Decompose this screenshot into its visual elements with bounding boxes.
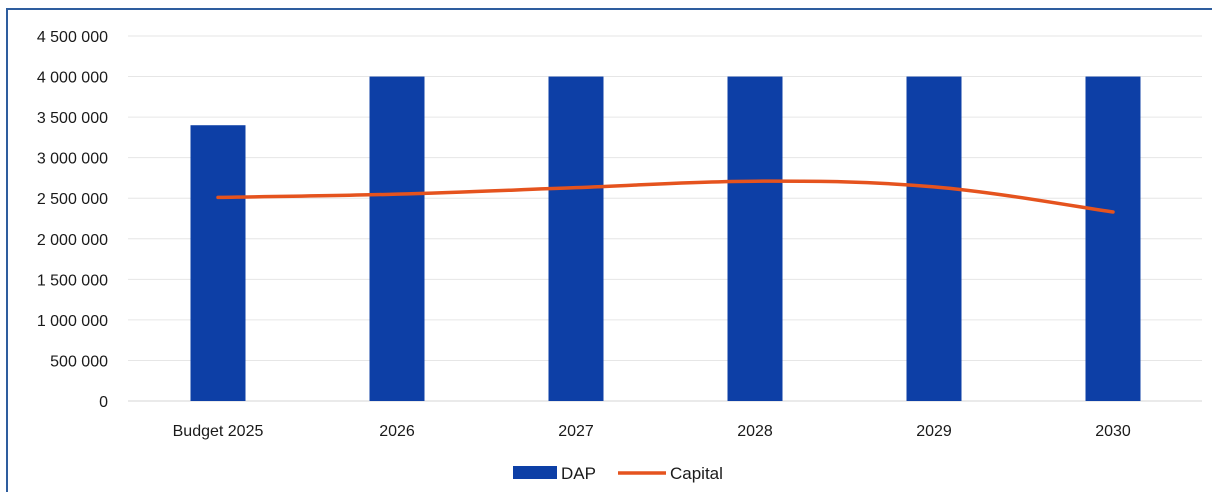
point-capital-3 (753, 179, 757, 183)
y-tick-label: 2 000 000 (37, 232, 108, 249)
capital-line-series (216, 179, 1115, 214)
line-capital (216, 179, 1115, 214)
y-tick-label: 3 500 000 (37, 110, 108, 127)
x-axis-ticks: Budget 2025 2026 2027 2028 2029 2030 (173, 423, 1131, 440)
y-tick-label: 4 000 000 (37, 70, 108, 87)
x-tick-label: 2026 (379, 423, 415, 440)
bar-dap-2 (548, 76, 604, 402)
y-tick-label: 500 000 (50, 353, 108, 370)
y-tick-label: 1 500 000 (37, 272, 108, 289)
legend: DAP Capital (513, 464, 723, 483)
bar-dap-5 (1085, 76, 1141, 402)
y-tick-label: 2 500 000 (37, 191, 108, 208)
point-capital-0 (216, 196, 220, 199)
bar-dap-4 (906, 76, 962, 402)
bar-dap-0 (190, 125, 246, 401)
y-tick-label: 4 500 000 (37, 29, 108, 46)
point-capital-5 (1111, 210, 1115, 214)
grid-lines (128, 35, 1202, 402)
legend-label-dap: DAP (561, 464, 596, 483)
x-tick-label: 2027 (558, 423, 594, 440)
legend-swatch-dap (513, 466, 557, 479)
y-tick-label: 0 (99, 394, 108, 411)
bar-dap-3 (727, 76, 783, 402)
dap-bars (190, 76, 1141, 402)
x-tick-label: 2029 (916, 423, 952, 440)
y-tick-label: 3 000 000 (37, 151, 108, 168)
point-capital-4 (932, 185, 936, 189)
x-tick-label: Budget 2025 (173, 423, 264, 440)
y-tick-label: 1 000 000 (37, 313, 108, 330)
legend-label-capital: Capital (670, 464, 723, 483)
y-axis-ticks: 0 500 000 1 000 000 1 500 000 2 000 000 2 500… (37, 29, 108, 411)
x-tick-label: 2028 (737, 423, 773, 440)
point-capital-1 (395, 192, 399, 196)
x-tick-label: 2030 (1095, 423, 1131, 440)
bar-dap-1 (369, 76, 425, 402)
point-capital-2 (574, 186, 578, 189)
